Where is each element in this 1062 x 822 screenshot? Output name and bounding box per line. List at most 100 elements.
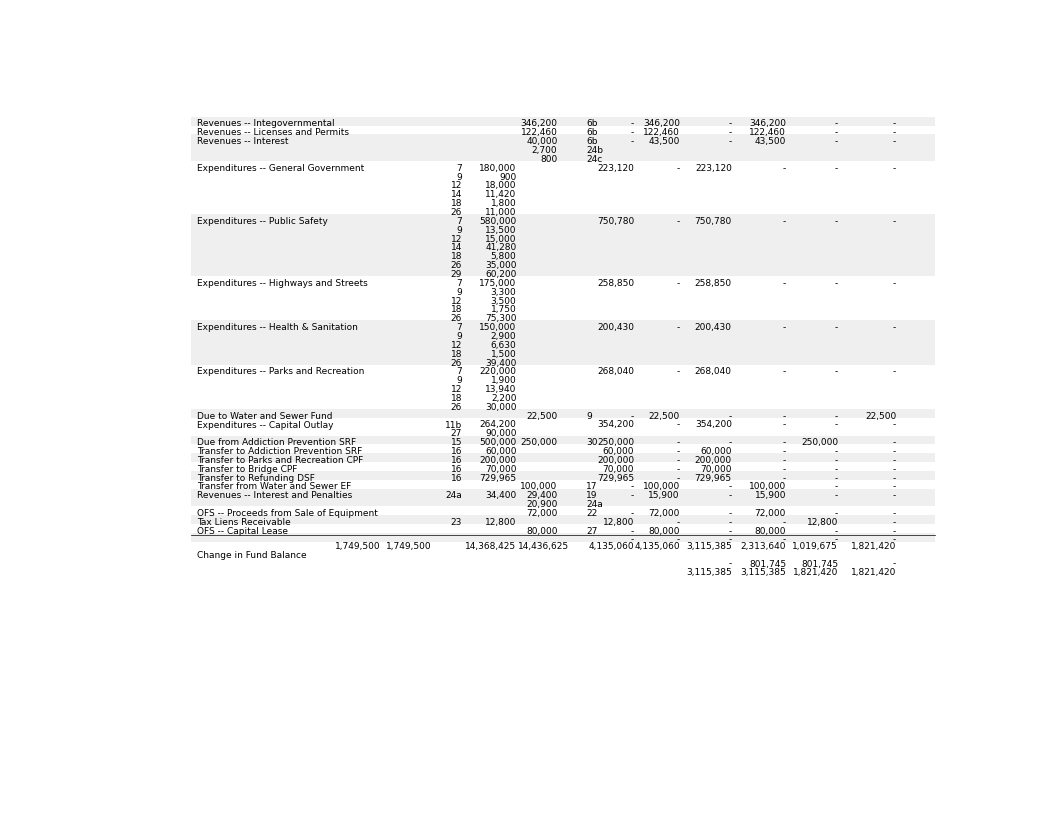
Text: 9: 9	[457, 376, 462, 386]
Text: 200,000: 200,000	[597, 456, 634, 465]
Text: 200,000: 200,000	[695, 456, 732, 465]
Text: -: -	[893, 483, 896, 492]
Text: 72,000: 72,000	[526, 509, 558, 518]
Text: 500,000: 500,000	[479, 438, 516, 447]
Text: -: -	[893, 421, 896, 430]
Text: 14: 14	[450, 190, 462, 199]
Text: 3,115,385: 3,115,385	[686, 568, 732, 577]
Text: 43,500: 43,500	[755, 137, 786, 146]
Text: Tax Liens Receivable: Tax Liens Receivable	[198, 518, 291, 527]
Text: 29: 29	[450, 270, 462, 279]
Text: 250,000: 250,000	[801, 438, 838, 447]
Text: 24a: 24a	[586, 501, 603, 509]
Text: 80,000: 80,000	[755, 527, 786, 536]
Text: -: -	[631, 137, 634, 146]
Text: Transfer from Water and Sewer EF: Transfer from Water and Sewer EF	[198, 483, 352, 492]
Text: 35,000: 35,000	[485, 261, 516, 270]
Text: -: -	[631, 492, 634, 501]
Text: 2,313,640: 2,313,640	[740, 542, 786, 551]
Text: -: -	[783, 464, 786, 473]
Text: Due from Addiction Prevention SRF: Due from Addiction Prevention SRF	[198, 438, 356, 447]
Text: 180,000: 180,000	[479, 164, 516, 173]
Text: 1,750: 1,750	[491, 306, 516, 314]
Text: -: -	[835, 137, 838, 146]
Text: Expenditures -- General Government: Expenditures -- General Government	[198, 164, 364, 173]
Text: 18: 18	[450, 306, 462, 314]
Text: 9: 9	[586, 412, 592, 421]
Text: 800: 800	[541, 155, 558, 164]
Text: 801,745: 801,745	[801, 560, 838, 569]
Text: 200,430: 200,430	[695, 323, 732, 332]
Text: 1,019,675: 1,019,675	[792, 542, 838, 551]
Text: -: -	[783, 456, 786, 465]
Text: 16: 16	[450, 473, 462, 483]
Text: -: -	[729, 527, 732, 536]
Text: -: -	[893, 164, 896, 173]
Text: Transfer to Parks and Recreation CPF: Transfer to Parks and Recreation CPF	[198, 456, 363, 465]
Text: 24a: 24a	[445, 492, 462, 501]
Text: Due to Water and Sewer Fund: Due to Water and Sewer Fund	[198, 412, 332, 421]
Text: 14,436,625: 14,436,625	[518, 542, 569, 551]
Text: -: -	[893, 119, 896, 128]
Text: 16: 16	[450, 456, 462, 465]
Text: 43,500: 43,500	[649, 137, 680, 146]
Text: -: -	[835, 509, 838, 518]
Text: 223,120: 223,120	[597, 164, 634, 173]
Text: 26: 26	[450, 314, 462, 323]
Text: -: -	[835, 421, 838, 430]
Text: -: -	[729, 438, 732, 447]
Text: -: -	[783, 367, 786, 376]
Text: 264,200: 264,200	[480, 421, 516, 430]
Text: 580,000: 580,000	[479, 217, 516, 226]
Text: 150,000: 150,000	[479, 323, 516, 332]
Text: 3,115,385: 3,115,385	[686, 542, 732, 551]
Text: -: -	[835, 483, 838, 492]
Text: 729,965: 729,965	[597, 473, 634, 483]
Text: -: -	[676, 217, 680, 226]
Text: OFS -- Proceeds from Sale of Equipment: OFS -- Proceeds from Sale of Equipment	[198, 509, 378, 518]
Text: 19: 19	[586, 492, 598, 501]
Text: 27: 27	[450, 429, 462, 438]
Text: 7: 7	[457, 279, 462, 288]
Text: 26: 26	[450, 261, 462, 270]
Text: 6b: 6b	[586, 137, 598, 146]
Text: 9: 9	[457, 332, 462, 341]
Text: 1,500: 1,500	[491, 349, 516, 358]
Text: -: -	[631, 483, 634, 492]
Text: -: -	[893, 527, 896, 536]
Text: 354,200: 354,200	[597, 421, 634, 430]
Text: 14,368,425: 14,368,425	[465, 542, 516, 551]
Text: 1,821,420: 1,821,420	[792, 568, 838, 577]
Text: 29,400: 29,400	[526, 492, 558, 501]
Text: 1,749,500: 1,749,500	[387, 542, 432, 551]
Text: -: -	[729, 560, 732, 569]
Text: -: -	[835, 447, 838, 456]
Text: 258,850: 258,850	[695, 279, 732, 288]
Text: 16: 16	[450, 464, 462, 473]
Text: 22,500: 22,500	[526, 412, 558, 421]
Text: 729,965: 729,965	[695, 473, 732, 483]
Text: 60,000: 60,000	[485, 447, 516, 456]
Text: 801,745: 801,745	[749, 560, 786, 569]
Text: Expenditures -- Highways and Streets: Expenditures -- Highways and Streets	[198, 279, 367, 288]
Text: 18: 18	[450, 252, 462, 261]
Text: OFS -- Capital Lease: OFS -- Capital Lease	[198, 527, 288, 536]
Text: 6,630: 6,630	[491, 341, 516, 350]
Text: Expenditures -- Parks and Recreation: Expenditures -- Parks and Recreation	[198, 367, 364, 376]
Text: 7: 7	[457, 217, 462, 226]
Text: -: -	[835, 279, 838, 288]
Text: 4,135,060: 4,135,060	[588, 542, 634, 551]
Text: 1,821,420: 1,821,420	[851, 568, 896, 577]
Text: 30,000: 30,000	[485, 403, 516, 412]
Text: 12,800: 12,800	[603, 518, 634, 527]
Text: 223,120: 223,120	[695, 164, 732, 173]
Text: -: -	[729, 518, 732, 527]
Text: 346,200: 346,200	[643, 119, 680, 128]
Text: 41,280: 41,280	[485, 243, 516, 252]
Text: 1,800: 1,800	[491, 199, 516, 208]
Bar	[191, 515, 935, 524]
Text: -: -	[676, 279, 680, 288]
Text: 122,460: 122,460	[520, 128, 558, 137]
Text: -: -	[835, 412, 838, 421]
Bar	[191, 321, 935, 365]
